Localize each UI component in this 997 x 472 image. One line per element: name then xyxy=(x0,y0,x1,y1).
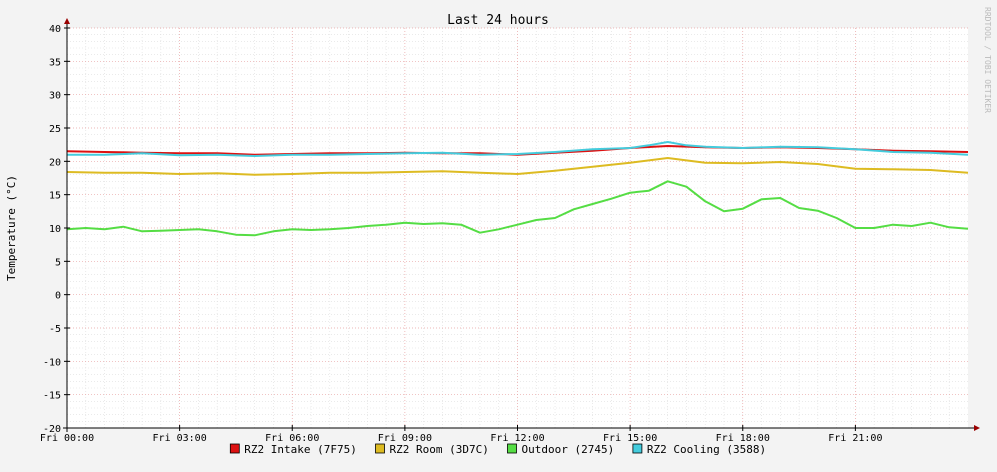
axes-layer xyxy=(63,18,980,432)
x-tick-label: Fri 00:00 xyxy=(40,433,94,444)
y-tick-label: 5 xyxy=(55,257,61,268)
series-layer xyxy=(66,141,969,237)
legend-label-0: RZ2 Intake (7F75) xyxy=(244,443,357,456)
series-line-1 xyxy=(66,157,969,176)
y-tick-label: 25 xyxy=(49,124,61,135)
legend-label-2: Outdoor (2745) xyxy=(522,443,615,456)
legend-swatch-0 xyxy=(229,443,240,454)
x-tick-label: Fri 15:00 xyxy=(603,433,657,444)
y-tick-label: 10 xyxy=(49,224,61,235)
y-tick-label: 15 xyxy=(49,191,61,202)
y-tick-label: -15 xyxy=(43,391,61,402)
minor-grid xyxy=(67,28,968,428)
x-axis-arrow xyxy=(974,425,980,431)
x-tick-label: Fri 18:00 xyxy=(716,433,770,444)
watermark: RRDTOOL / TOBI OETIKER xyxy=(983,7,992,113)
y-tick-label: -5 xyxy=(49,324,61,335)
legend-swatch-1 xyxy=(375,443,385,454)
x-tick-label: Fri 21:00 xyxy=(828,433,882,444)
y-tick-label: 30 xyxy=(49,91,61,102)
y-tick-label: 0 xyxy=(55,291,61,302)
x-tick-label: Fri 12:00 xyxy=(490,433,544,444)
y-tick-label: -20 xyxy=(43,424,61,435)
y-tick-label: 40 xyxy=(49,24,61,35)
y-tick-labels: -20 -15 -10 -5 0 5 10 15 20 25 30 35 40 xyxy=(43,24,61,435)
x-tick-label: Fri 06:00 xyxy=(265,433,319,444)
x-tick-label: Fri 09:00 xyxy=(378,433,432,444)
major-grid xyxy=(66,27,968,429)
series-line-2 xyxy=(66,180,969,237)
y-axis-label: Temperature (°C) xyxy=(5,175,18,281)
y-tick-label: 35 xyxy=(49,57,61,68)
legend-swatch-2 xyxy=(507,443,517,454)
x-tick-labels: Fri 00:00 Fri 03:00 Fri 06:00 Fri 09:00 Fri … xyxy=(40,433,883,444)
legend-label-3: RZ2 Cooling (3588) xyxy=(647,443,766,456)
y-tick-label: -10 xyxy=(43,357,61,368)
chart-title: Last 24 hours xyxy=(447,13,549,28)
legend-label-1: RZ2 Room (3D7C) xyxy=(390,443,489,456)
x-tick-label: Fri 03:00 xyxy=(153,433,207,444)
legend: RZ2 Intake (7F75) RZ2 Room (3D7C) Outdoor … xyxy=(229,443,766,456)
y-tick-label: 20 xyxy=(49,157,61,168)
legend-swatch-3 xyxy=(632,443,643,454)
series-line-3 xyxy=(67,141,969,157)
y-axis-arrow xyxy=(64,18,70,24)
